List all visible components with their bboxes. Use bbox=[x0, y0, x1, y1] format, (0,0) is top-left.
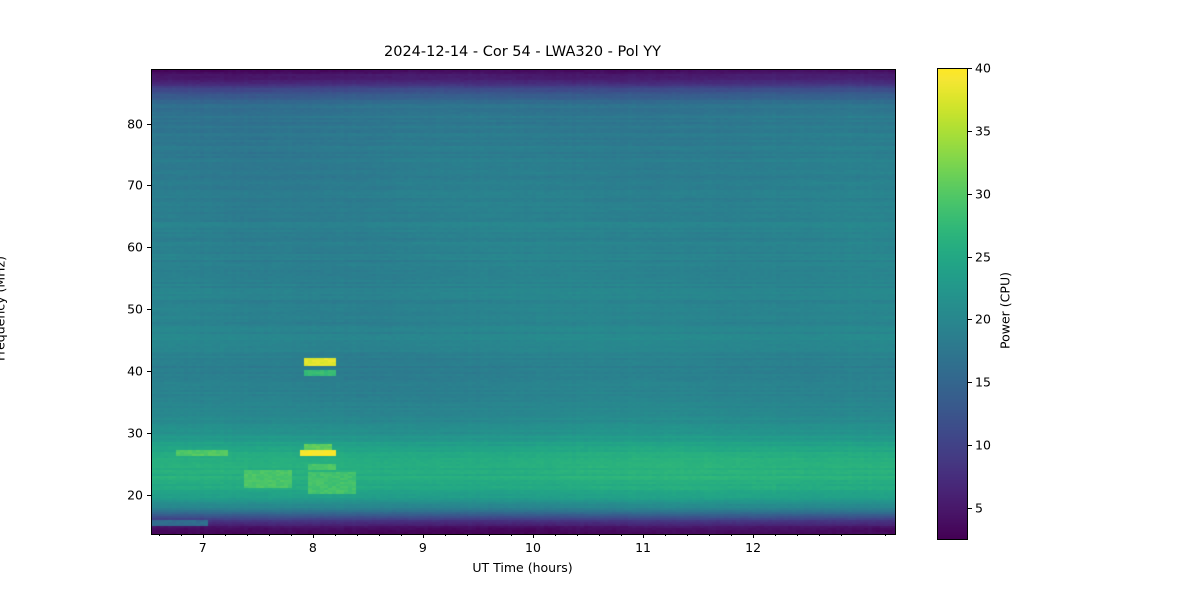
y-tick-label: 70 bbox=[127, 177, 143, 193]
y-tick-major bbox=[147, 309, 151, 311]
y-tick-major bbox=[147, 123, 151, 125]
spectrogram-image bbox=[152, 70, 895, 534]
x-tick-label: 7 bbox=[198, 540, 207, 555]
x-tick-minor bbox=[819, 534, 821, 536]
colorbar-label: Power (CPU) bbox=[997, 272, 1013, 349]
x-tick-label: 11 bbox=[635, 540, 651, 555]
y-tick-label: 20 bbox=[127, 487, 143, 503]
x-tick-minor bbox=[775, 534, 777, 536]
x-tick-minor bbox=[268, 534, 270, 536]
colorbar-tick bbox=[968, 130, 972, 132]
y-tick-label: 80 bbox=[127, 116, 143, 131]
x-tick-minor bbox=[444, 534, 446, 536]
colorbar-tick bbox=[968, 193, 972, 195]
x-tick-minor bbox=[731, 534, 733, 536]
x-axis-label: UT Time (hours) bbox=[472, 560, 573, 575]
x-tick-major bbox=[643, 534, 645, 538]
x-tick-minor bbox=[576, 534, 578, 536]
x-tick-major bbox=[753, 534, 755, 538]
x-tick-minor bbox=[709, 534, 711, 536]
x-tick-label: 12 bbox=[745, 540, 762, 555]
x-tick-minor bbox=[797, 534, 799, 536]
y-tick-major bbox=[147, 433, 151, 435]
page-title: 2024-12-14 - Cor 54 - LWA320 - Pol YY bbox=[384, 44, 661, 60]
colorbar-tick-label: 25 bbox=[975, 249, 991, 264]
y-tick-major bbox=[147, 371, 151, 373]
x-tick-minor bbox=[378, 534, 380, 536]
x-tick-major bbox=[312, 534, 314, 538]
colorbar-tick-label: 15 bbox=[975, 374, 991, 390]
colorbar[interactable] bbox=[937, 68, 968, 540]
colorbar-tick-label: 20 bbox=[975, 311, 991, 327]
colorbar-gradient bbox=[938, 69, 967, 539]
colorbar-tick bbox=[968, 256, 972, 258]
x-tick-label: 8 bbox=[308, 540, 317, 555]
y-tick-label: 30 bbox=[127, 425, 143, 441]
spectrogram-plot-area[interactable] bbox=[151, 69, 896, 535]
x-tick-minor bbox=[158, 534, 160, 536]
x-tick-minor bbox=[510, 534, 512, 536]
x-tick-major bbox=[532, 534, 534, 538]
colorbar-tick bbox=[968, 382, 972, 384]
x-tick-major bbox=[422, 534, 424, 538]
y-tick-label: 60 bbox=[127, 239, 143, 255]
colorbar-tick bbox=[968, 445, 972, 446]
colorbar-tick bbox=[968, 319, 972, 321]
colorbar-tick-label: 30 bbox=[975, 186, 991, 202]
y-tick-major bbox=[147, 495, 151, 497]
x-tick-minor bbox=[665, 534, 667, 536]
x-tick-minor bbox=[885, 534, 887, 536]
colorbar-tick-label: 5 bbox=[975, 500, 983, 516]
y-tick-major bbox=[147, 247, 151, 249]
x-tick-minor bbox=[400, 534, 402, 536]
colorbar-tick-label: 35 bbox=[975, 123, 991, 139]
x-tick-minor bbox=[334, 534, 336, 536]
colorbar-tick bbox=[968, 68, 972, 69]
x-tick-major bbox=[202, 534, 204, 538]
x-tick-minor bbox=[224, 534, 226, 536]
y-tick-label: 40 bbox=[127, 363, 143, 379]
colorbar-tick-label: 10 bbox=[975, 437, 991, 453]
x-tick-minor bbox=[246, 534, 248, 536]
x-tick-minor bbox=[841, 534, 843, 536]
x-tick-minor bbox=[687, 534, 689, 536]
y-axis-label: Frequency (MHz) bbox=[0, 255, 8, 362]
x-tick-minor bbox=[554, 534, 556, 536]
x-tick-minor bbox=[466, 534, 468, 536]
y-tick-major bbox=[147, 185, 151, 187]
x-tick-label: 10 bbox=[525, 540, 541, 555]
colorbar-tick bbox=[968, 507, 972, 509]
x-tick-minor bbox=[488, 534, 490, 536]
x-tick-minor bbox=[599, 534, 600, 536]
x-tick-minor bbox=[356, 534, 358, 536]
colorbar-tick-label: 40 bbox=[975, 60, 991, 76]
x-tick-minor bbox=[290, 534, 292, 536]
y-tick-label: 50 bbox=[127, 301, 143, 317]
x-tick-label: 9 bbox=[418, 540, 427, 555]
x-tick-minor bbox=[180, 534, 182, 536]
x-tick-minor bbox=[621, 534, 623, 536]
